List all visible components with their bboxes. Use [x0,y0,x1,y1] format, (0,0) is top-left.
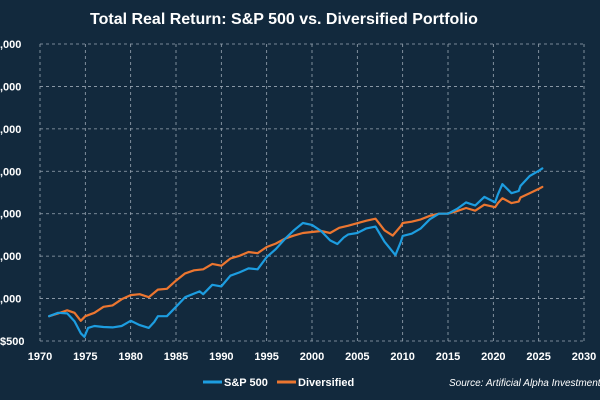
x-tick-label: 1975 [73,351,97,363]
series-line-sp500 [48,167,544,338]
y-tick-label: ,000 [0,81,21,93]
x-tick-label: 1995 [254,351,278,363]
x-tick-label: 2015 [436,351,460,363]
x-tick-label: 2005 [345,351,369,363]
grid-layer [39,43,585,342]
x-tick-label: 1970 [28,351,52,363]
tick-layer: $500 ,000 ,000 ,000 ,000 ,000 ,000 ,000 1970 1975… [0,39,596,363]
y-tick-label: ,000 [0,251,21,263]
x-tick-label: 2030 [572,351,596,363]
x-tick-label: 1990 [209,351,233,363]
x-tick-label: 1985 [164,351,188,363]
y-tick-label: ,000 [0,294,21,306]
legend: S&P 500 Diversified [203,377,354,389]
legend-label-sp500: S&P 500 [224,377,268,389]
x-tick-label: 1980 [118,351,142,363]
x-tick-label: 2025 [526,351,550,363]
x-tick-label: 2000 [300,351,324,363]
y-tick-label: ,000 [0,39,21,51]
x-tick-label: 2020 [481,351,505,363]
y-tick-label: ,000 [0,209,21,221]
legend-label-diversified: Diversified [298,377,354,389]
y-tick-label: ,000 [0,166,21,178]
series-line-diversified [48,185,544,322]
chart-title: Total Real Return: S&P 500 vs. Diversifi… [90,11,478,28]
x-tick-label: 2010 [390,351,414,363]
y-tick-label: $500 [0,336,24,348]
source-note: Source: Artificial Alpha Investments [449,378,600,389]
y-tick-label: ,000 [0,124,21,136]
series-layer [48,167,544,338]
